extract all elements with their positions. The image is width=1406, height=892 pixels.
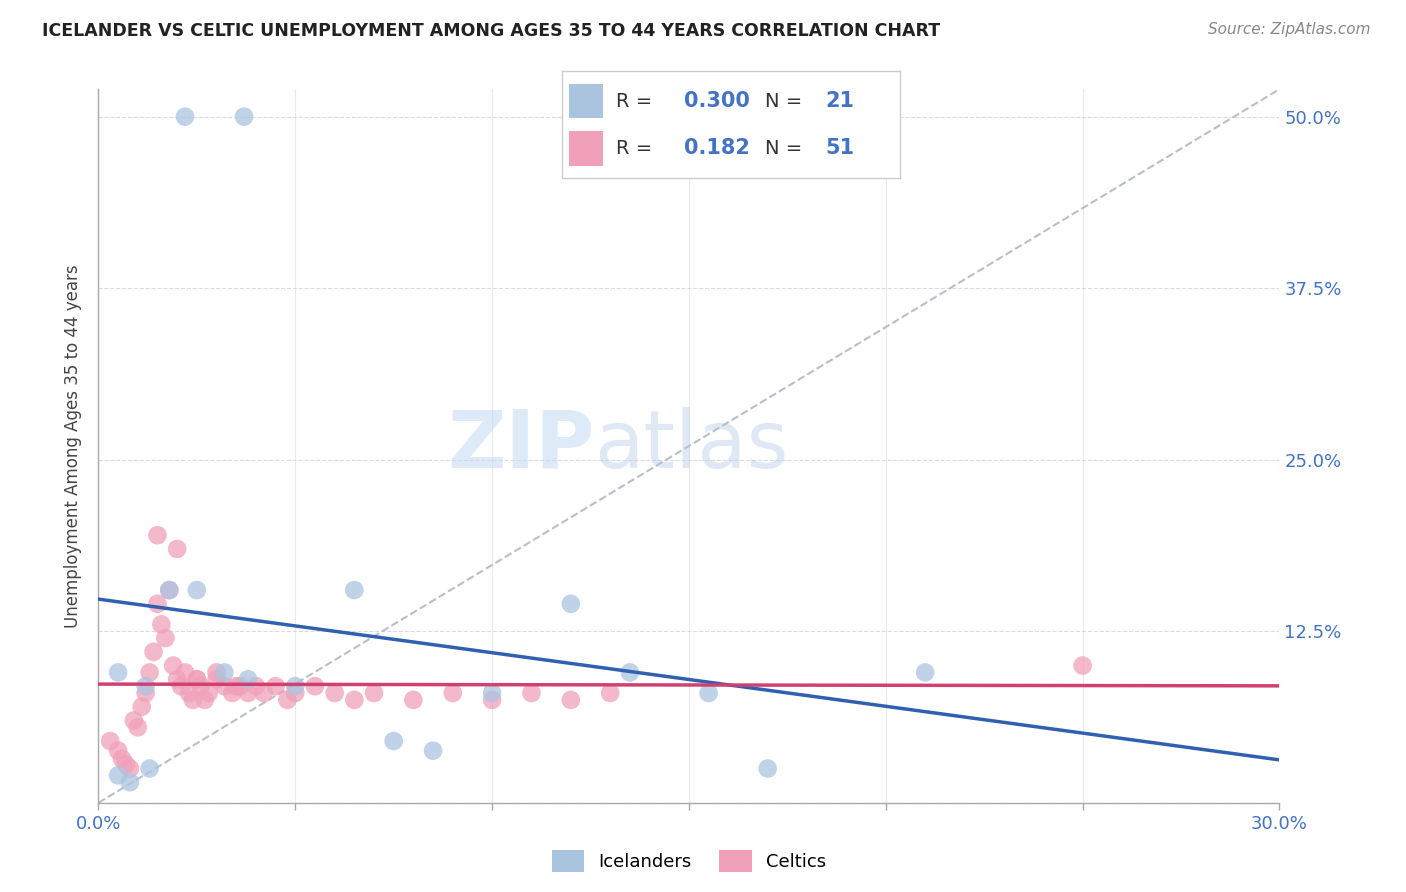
FancyBboxPatch shape <box>569 131 603 166</box>
Point <box>481 686 503 700</box>
FancyBboxPatch shape <box>569 84 603 119</box>
Point <box>276 693 298 707</box>
Point <box>422 744 444 758</box>
Point <box>1071 658 1094 673</box>
Text: atlas: atlas <box>595 407 789 485</box>
Point <box>190 679 212 693</box>
Point <box>107 665 129 680</box>
Point <box>236 673 259 687</box>
Point <box>177 686 200 700</box>
Point <box>146 528 169 542</box>
Point <box>131 699 153 714</box>
Point <box>181 693 204 707</box>
Text: 51: 51 <box>825 138 855 159</box>
Point <box>146 597 169 611</box>
Text: ICELANDER VS CELTIC UNEMPLOYMENT AMONG AGES 35 TO 44 YEARS CORRELATION CHART: ICELANDER VS CELTIC UNEMPLOYMENT AMONG A… <box>42 22 941 40</box>
Point <box>135 679 157 693</box>
Point <box>186 673 208 687</box>
Point <box>174 110 197 124</box>
Text: 0.300: 0.300 <box>683 91 749 112</box>
Point <box>214 665 236 680</box>
Point <box>441 686 464 700</box>
Text: 0.182: 0.182 <box>683 138 749 159</box>
Point <box>284 686 307 700</box>
Point <box>107 744 129 758</box>
Point <box>245 679 267 693</box>
Point <box>221 686 243 700</box>
Point <box>233 110 256 124</box>
Point <box>264 679 287 693</box>
Point <box>343 583 366 598</box>
Point <box>343 693 366 707</box>
Point <box>382 734 405 748</box>
Point <box>186 583 208 598</box>
Point <box>194 693 217 707</box>
Point <box>157 583 180 598</box>
Point <box>253 686 276 700</box>
Point <box>236 686 259 700</box>
Point <box>205 673 228 687</box>
Point <box>560 597 582 611</box>
Point <box>560 693 582 707</box>
Y-axis label: Unemployment Among Ages 35 to 44 years: Unemployment Among Ages 35 to 44 years <box>65 264 83 628</box>
Point <box>115 757 138 772</box>
Point <box>402 693 425 707</box>
Text: R =: R = <box>616 139 665 158</box>
Point <box>157 583 180 598</box>
Point <box>166 541 188 556</box>
Point <box>138 762 160 776</box>
Point <box>98 734 121 748</box>
Point <box>166 673 188 687</box>
Point <box>150 617 173 632</box>
Point <box>155 631 177 645</box>
Point <box>697 686 720 700</box>
Point <box>142 645 165 659</box>
Point <box>214 679 236 693</box>
Point <box>197 686 219 700</box>
Point <box>481 693 503 707</box>
Point <box>599 686 621 700</box>
Point <box>135 686 157 700</box>
Text: 21: 21 <box>825 91 855 112</box>
Point <box>162 658 184 673</box>
Text: R =: R = <box>616 92 659 111</box>
Text: Source: ZipAtlas.com: Source: ZipAtlas.com <box>1208 22 1371 37</box>
Text: N =: N = <box>765 139 808 158</box>
Point <box>304 679 326 693</box>
Point <box>619 665 641 680</box>
Point <box>284 679 307 693</box>
Point <box>138 665 160 680</box>
Point <box>127 720 149 734</box>
Point <box>520 686 543 700</box>
Point <box>186 673 208 687</box>
Point <box>122 714 145 728</box>
Point <box>914 665 936 680</box>
Point <box>170 679 193 693</box>
Point <box>107 768 129 782</box>
Point <box>118 762 141 776</box>
Point <box>225 679 247 693</box>
Text: ZIP: ZIP <box>447 407 595 485</box>
Point <box>174 665 197 680</box>
Point <box>756 762 779 776</box>
Text: N =: N = <box>765 92 808 111</box>
Point <box>111 752 134 766</box>
Legend: Icelanders, Celtics: Icelanders, Celtics <box>544 843 834 880</box>
Point <box>118 775 141 789</box>
Point <box>363 686 385 700</box>
Point <box>229 679 252 693</box>
Point <box>205 665 228 680</box>
Point <box>323 686 346 700</box>
